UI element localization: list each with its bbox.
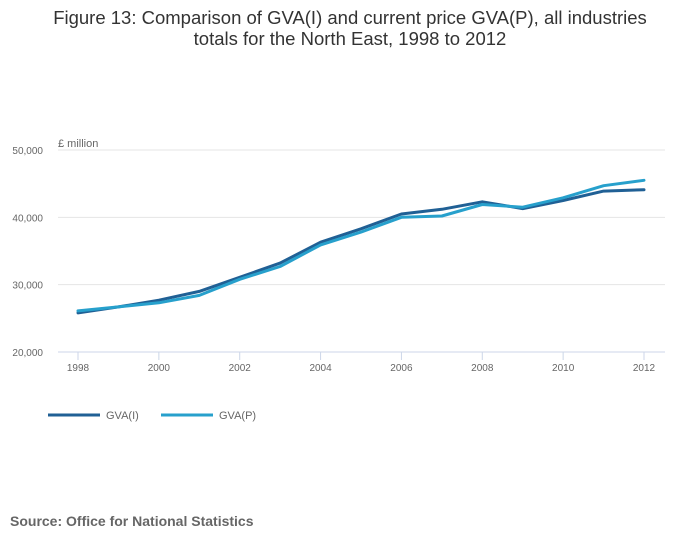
x-tick-label: 2004 bbox=[309, 363, 332, 374]
x-tick-label: 2010 bbox=[552, 363, 575, 374]
y-axis-unit-label: £ million bbox=[58, 138, 98, 150]
line-chart: 20,000 30,000 40,000 50,000 1998 2000 2002 200… bbox=[12, 138, 665, 422]
legend-label: GVA(P) bbox=[219, 410, 256, 422]
series-line-gvap bbox=[76, 178, 646, 313]
gridlines bbox=[58, 149, 665, 353]
x-axis: 1998 2000 2002 2004 2006 2008 2010 2012 bbox=[67, 352, 656, 374]
x-tick-label: 2006 bbox=[390, 363, 413, 374]
legend-label: GVA(I) bbox=[106, 410, 139, 422]
chart-title: Figure 13: Comparison of GVA(I) and curr… bbox=[0, 7, 700, 49]
y-tick-label: 50,000 bbox=[12, 146, 43, 157]
x-tick-label: 2008 bbox=[471, 363, 494, 374]
x-tick-label: 2000 bbox=[148, 363, 171, 374]
chart-title-line-2: totals for the North East, 1998 to 2012 bbox=[193, 28, 507, 49]
y-tick-label: 30,000 bbox=[12, 281, 43, 292]
x-tick-label: 2012 bbox=[633, 363, 656, 374]
legend-item: GVA(P) bbox=[161, 410, 256, 422]
y-tick-label: 40,000 bbox=[12, 213, 43, 224]
legend: GVA(I) GVA(P) bbox=[48, 410, 256, 422]
source-note: Source: Office for National Statistics bbox=[10, 513, 254, 529]
chart-title-line-1: Figure 13: Comparison of GVA(I) and curr… bbox=[53, 7, 647, 28]
x-tick-label: 1998 bbox=[67, 363, 90, 374]
y-tick-label: 20,000 bbox=[12, 348, 43, 359]
series-lines bbox=[76, 178, 646, 315]
y-axis: 20,000 30,000 40,000 50,000 bbox=[12, 146, 43, 359]
legend-item: GVA(I) bbox=[48, 410, 139, 422]
x-tick-label: 2002 bbox=[229, 363, 252, 374]
series-line-gvai bbox=[76, 188, 646, 315]
